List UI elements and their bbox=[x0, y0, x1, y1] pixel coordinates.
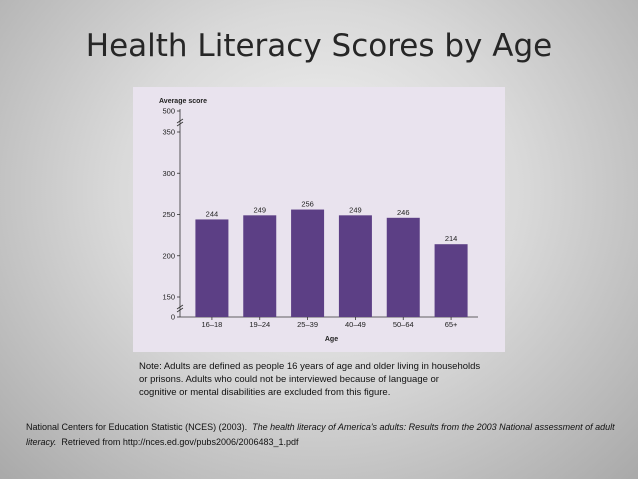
bar-chart: Average score 0 150 200 250 300 350 500 244 16–18… bbox=[159, 98, 478, 343]
citation-title: The health literacy of America's adults:… bbox=[26, 422, 615, 447]
bar bbox=[386, 217, 420, 317]
x-tick-label: 65+ bbox=[445, 320, 458, 329]
y-axis-break-top bbox=[176, 118, 184, 127]
bar-value-label: 214 bbox=[445, 234, 458, 243]
bar-value-label: 246 bbox=[397, 208, 410, 217]
x-tick-label: 25–39 bbox=[297, 320, 318, 329]
bar bbox=[338, 215, 372, 317]
bar bbox=[291, 209, 325, 317]
y-tick-label: 0 bbox=[171, 313, 175, 322]
chart-note: Note: Adults are defined as people 16 ye… bbox=[139, 360, 509, 399]
note-line-2: or prisons. Adults who could not be inte… bbox=[139, 374, 439, 385]
note-line-3: cognitive or mental disabilities are exc… bbox=[139, 387, 391, 398]
x-tick-label: 19–24 bbox=[249, 320, 270, 329]
bar-value-label: 256 bbox=[301, 200, 314, 209]
y-tick-label: 250 bbox=[162, 210, 175, 219]
y-tick-label: 300 bbox=[162, 169, 175, 178]
bar-value-label: 249 bbox=[349, 205, 362, 214]
x-tick-label: 16–18 bbox=[201, 320, 222, 329]
bar-value-label: 249 bbox=[253, 205, 266, 214]
bar-value-label: 244 bbox=[206, 209, 219, 218]
y-tick-label: 150 bbox=[162, 293, 175, 302]
y-axis-title: Average score bbox=[159, 98, 207, 105]
citation-author: National Centers for Education Statistic… bbox=[26, 422, 248, 432]
note-line-1: Note: Adults are defined as people 16 ye… bbox=[139, 361, 481, 372]
bar bbox=[195, 219, 229, 317]
bar bbox=[243, 215, 277, 317]
y-axis-break-bottom bbox=[176, 304, 184, 313]
bar bbox=[434, 244, 468, 317]
x-tick-label: 50–64 bbox=[393, 320, 414, 329]
chart-panel: Average score 0 150 200 250 300 350 500 244 16–18… bbox=[133, 87, 505, 352]
y-tick-label: 350 bbox=[162, 128, 175, 137]
source-citation: National Centers for Education Statistic… bbox=[26, 420, 626, 450]
citation-retrieved: Retrieved from http://nces.ed.gov/pubs20… bbox=[61, 437, 299, 447]
y-tick-label: 200 bbox=[162, 251, 175, 260]
y-tick-label: 500 bbox=[162, 107, 175, 116]
x-axis-title: Age bbox=[325, 336, 338, 343]
slide-title: Health Literacy Scores by Age bbox=[85, 28, 553, 64]
x-tick-label: 40–49 bbox=[345, 320, 366, 329]
